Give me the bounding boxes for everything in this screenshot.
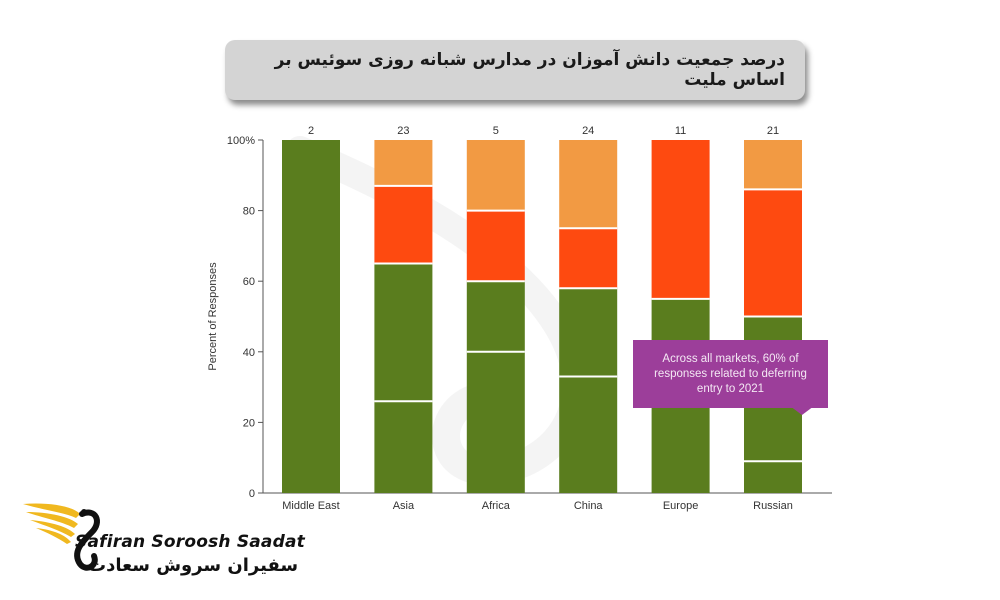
bar-segment	[374, 401, 433, 493]
y-tick-label: 60	[243, 276, 255, 288]
bar-segment	[744, 461, 802, 493]
x-tick-label: Russian	[753, 500, 793, 512]
y-axis-title: Percent of Responses	[207, 262, 219, 371]
y-tick-label: 40	[243, 347, 255, 359]
x-tick-label: China	[574, 500, 604, 512]
bar-segment	[466, 351, 525, 493]
x-tick-label: Europe	[663, 500, 698, 512]
bar-segment	[374, 263, 433, 402]
bar-count-label: 23	[397, 125, 409, 137]
bar-segment	[559, 376, 618, 493]
bar-segment	[466, 140, 525, 211]
brand-name-en: Safiran Soroosh Saadat	[75, 532, 305, 552]
x-tick-label: Asia	[393, 500, 415, 512]
bar-count-label: 21	[767, 125, 779, 137]
title-banner: درصد جمعیت دانش آموزان در مدارس شبانه رو…	[225, 40, 805, 100]
bar-count-label: 24	[582, 125, 594, 137]
y-tick-label: 100%	[227, 135, 255, 147]
bar-count-label: 2	[308, 125, 314, 137]
bar-segment	[744, 189, 802, 317]
y-tick-label: 20	[243, 417, 255, 429]
chart-title: درصد جمعیت دانش آموزان در مدارس شبانه رو…	[274, 50, 785, 90]
bar-segment	[559, 140, 618, 229]
x-tick-label: Africa	[482, 500, 511, 512]
bar-segment	[466, 210, 525, 282]
bar-segment	[282, 140, 340, 493]
y-tick-label: 80	[243, 206, 255, 218]
bar-count-label: 11	[675, 125, 686, 137]
bar-segment	[651, 140, 710, 299]
bar-segment	[744, 140, 802, 190]
y-tick-label: 0	[249, 488, 255, 500]
bar-count-label: 5	[493, 125, 499, 137]
annotation-callout: Across all markets, 60% of responses rel…	[633, 340, 828, 408]
bar-segment	[374, 140, 433, 186]
watermark-swoosh	[286, 136, 591, 486]
brand-name-fa: سفیران سروش سعادت	[88, 555, 299, 576]
annotation-text: Across all markets, 60% of responses rel…	[654, 352, 807, 395]
bar-segment	[559, 228, 618, 289]
bar-segment	[559, 288, 618, 377]
bar-segment	[466, 281, 525, 352]
callout-pointer	[790, 406, 814, 415]
x-tick-label: Middle East	[282, 500, 339, 512]
brand-wing-icon	[23, 503, 100, 571]
bar-segment	[374, 185, 433, 264]
